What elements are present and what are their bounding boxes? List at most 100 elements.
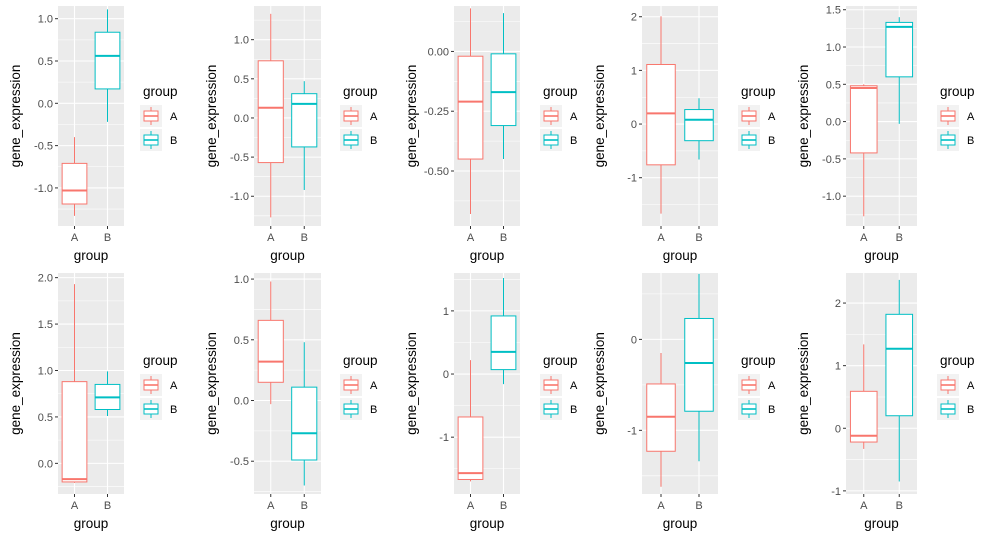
- legend-label: B: [370, 135, 377, 147]
- legend-label: A: [967, 380, 975, 392]
- y-tick-label: 1.5: [826, 5, 841, 17]
- x-tick-label: A: [657, 500, 665, 512]
- x-tick-label: B: [695, 232, 702, 244]
- box-B: [291, 81, 318, 190]
- box-B: [94, 371, 121, 416]
- legend-label: B: [570, 404, 577, 416]
- y-tick-label: 0.0: [826, 117, 841, 129]
- legend-label: A: [570, 380, 578, 392]
- legend-title: group: [543, 353, 578, 368]
- y-tick-label: -1.0: [34, 183, 53, 195]
- y-tick-label: -0.25: [424, 106, 449, 118]
- box-A: [457, 360, 484, 482]
- legend-title: group: [940, 353, 975, 368]
- y-tick-label: -0.5: [34, 141, 53, 153]
- y-tick-label: 1.0: [38, 14, 53, 26]
- x-axis-title: group: [864, 516, 899, 531]
- x-axis-title: group: [470, 248, 505, 263]
- y-tick-label: 1: [631, 65, 637, 77]
- y-axis-title: gene_expression: [404, 332, 419, 435]
- box-body: [457, 55, 484, 160]
- y-axis-title: gene_expression: [8, 332, 23, 435]
- y-tick-label: -0.5: [230, 152, 249, 164]
- box-body: [61, 381, 88, 483]
- legend-label: B: [170, 135, 177, 147]
- y-tick-label: 0.5: [38, 412, 53, 424]
- box-A: [457, 8, 484, 215]
- legend-label: A: [570, 111, 578, 123]
- x-tick-label: B: [301, 232, 308, 244]
- y-tick-label: 0: [835, 423, 841, 435]
- box-body: [291, 93, 318, 148]
- y-tick-label: 0.0: [234, 113, 249, 125]
- x-tick-label: A: [267, 232, 275, 244]
- box-body: [490, 315, 517, 371]
- x-tick-label: A: [267, 500, 275, 512]
- box-B: [885, 17, 914, 124]
- y-tick-label: 0.0: [38, 458, 53, 470]
- legend-title: group: [143, 84, 178, 99]
- y-tick-label: -0.5: [822, 154, 841, 166]
- y-axis-title: gene_expression: [592, 65, 607, 168]
- x-axis-title: group: [663, 248, 698, 263]
- box-body: [684, 109, 714, 142]
- x-tick-label: B: [896, 232, 903, 244]
- y-tick-label: 1: [443, 306, 449, 318]
- x-tick-label: A: [467, 500, 475, 512]
- legend-title: group: [143, 353, 178, 368]
- box-A: [849, 84, 878, 217]
- box-B: [291, 342, 318, 486]
- chart-panel-5: -1.0-0.50.00.51.01.5A Bgroupgene_expressi…: [796, 5, 975, 263]
- y-tick-label: -1: [831, 486, 841, 498]
- legend-label: B: [967, 135, 974, 147]
- box-A: [849, 344, 878, 449]
- y-tick-label: -1.0: [822, 191, 841, 203]
- box-body: [684, 317, 714, 412]
- box-A: [257, 281, 284, 405]
- y-tick-label: 0.5: [826, 79, 841, 91]
- legend-title: group: [940, 84, 975, 99]
- y-tick-label: 1.0: [826, 42, 841, 54]
- legend: group AB: [738, 84, 776, 151]
- legend-label: A: [170, 111, 178, 123]
- x-axis-title: group: [270, 248, 305, 263]
- y-tick-label: 0: [631, 119, 637, 131]
- legend-label: A: [768, 380, 776, 392]
- box-B: [490, 278, 517, 385]
- y-axis-title: gene_expression: [592, 332, 607, 435]
- y-axis-title: gene_expression: [8, 65, 23, 168]
- y-tick-label: 1.0: [234, 35, 249, 47]
- box-A: [61, 137, 88, 216]
- legend-label: A: [370, 380, 378, 392]
- x-tick-label: B: [896, 500, 903, 512]
- y-tick-label: 2: [835, 298, 841, 310]
- box-body: [291, 386, 318, 461]
- legend: group AB: [540, 84, 578, 151]
- box-body: [457, 416, 484, 480]
- x-tick-label: B: [500, 500, 507, 512]
- y-tick-label: 0.5: [234, 74, 249, 86]
- y-axis-title: gene_expression: [204, 332, 219, 435]
- y-tick-label: 1: [835, 361, 841, 373]
- box-B: [94, 9, 121, 122]
- x-tick-label: B: [104, 500, 111, 512]
- legend: group AB: [340, 353, 378, 420]
- box-A: [646, 353, 676, 487]
- legend-title: group: [343, 353, 378, 368]
- legend: group AB: [738, 353, 776, 420]
- box-body: [61, 162, 88, 205]
- box-B: [684, 98, 714, 160]
- y-tick-label: 1.0: [38, 366, 53, 378]
- legend-label: B: [768, 135, 775, 147]
- x-tick-label: A: [860, 500, 868, 512]
